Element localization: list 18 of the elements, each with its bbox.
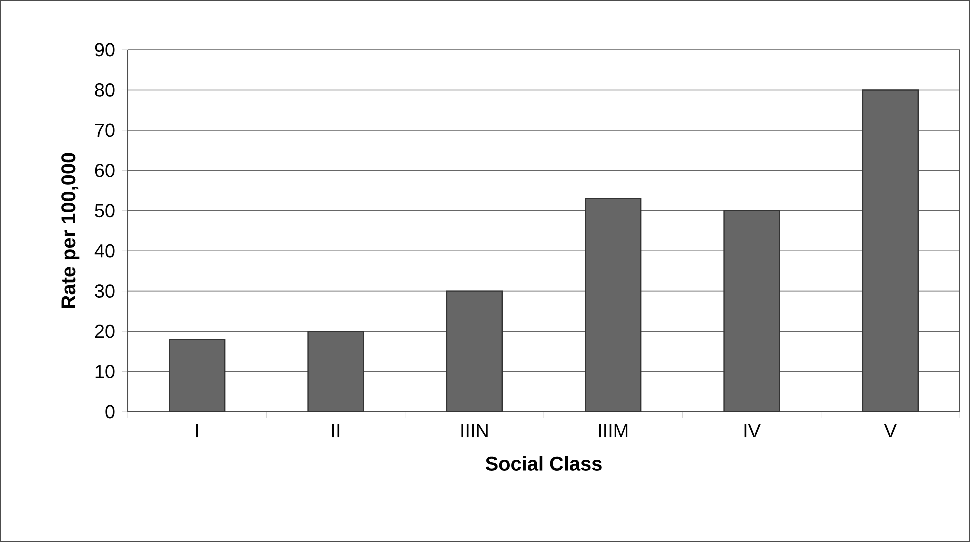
y-tick-label: 10 — [96, 365, 115, 378]
x-tick-label: IV — [744, 424, 761, 438]
y-tick-label: 20 — [95, 324, 115, 338]
y-tick-label: 70 — [95, 124, 115, 138]
y-tick-label: 90 — [95, 43, 115, 57]
y-tick-label: 30 — [95, 284, 115, 298]
y-tick-label: 0 — [106, 405, 115, 419]
x-tick-label: I — [196, 424, 198, 438]
x-tick-label: II — [332, 424, 340, 438]
y-tick-label: 40 — [94, 244, 115, 258]
x-tick-label: V — [884, 424, 897, 438]
x-tick-label: IIIN — [462, 424, 488, 438]
y-axis-title: Rate per 100,000 — [62, 153, 80, 308]
y-tick-label: 80 — [95, 84, 115, 97]
y-tick-label: 60 — [95, 164, 115, 178]
y-tick-label: 50 — [95, 204, 115, 218]
x-axis-title: Social Class — [486, 456, 602, 471]
x-tick-label: IIIM — [599, 424, 628, 438]
